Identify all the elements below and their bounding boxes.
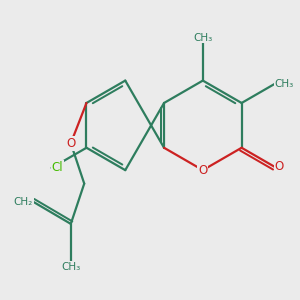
Text: CH₃: CH₃ (274, 79, 294, 89)
Text: Cl: Cl (52, 161, 63, 174)
Text: CH₃: CH₃ (61, 262, 80, 272)
Text: O: O (66, 137, 75, 150)
Text: CH₃: CH₃ (193, 32, 212, 43)
Text: CH₂: CH₂ (14, 196, 33, 206)
Text: O: O (198, 164, 208, 177)
Text: O: O (274, 160, 284, 173)
